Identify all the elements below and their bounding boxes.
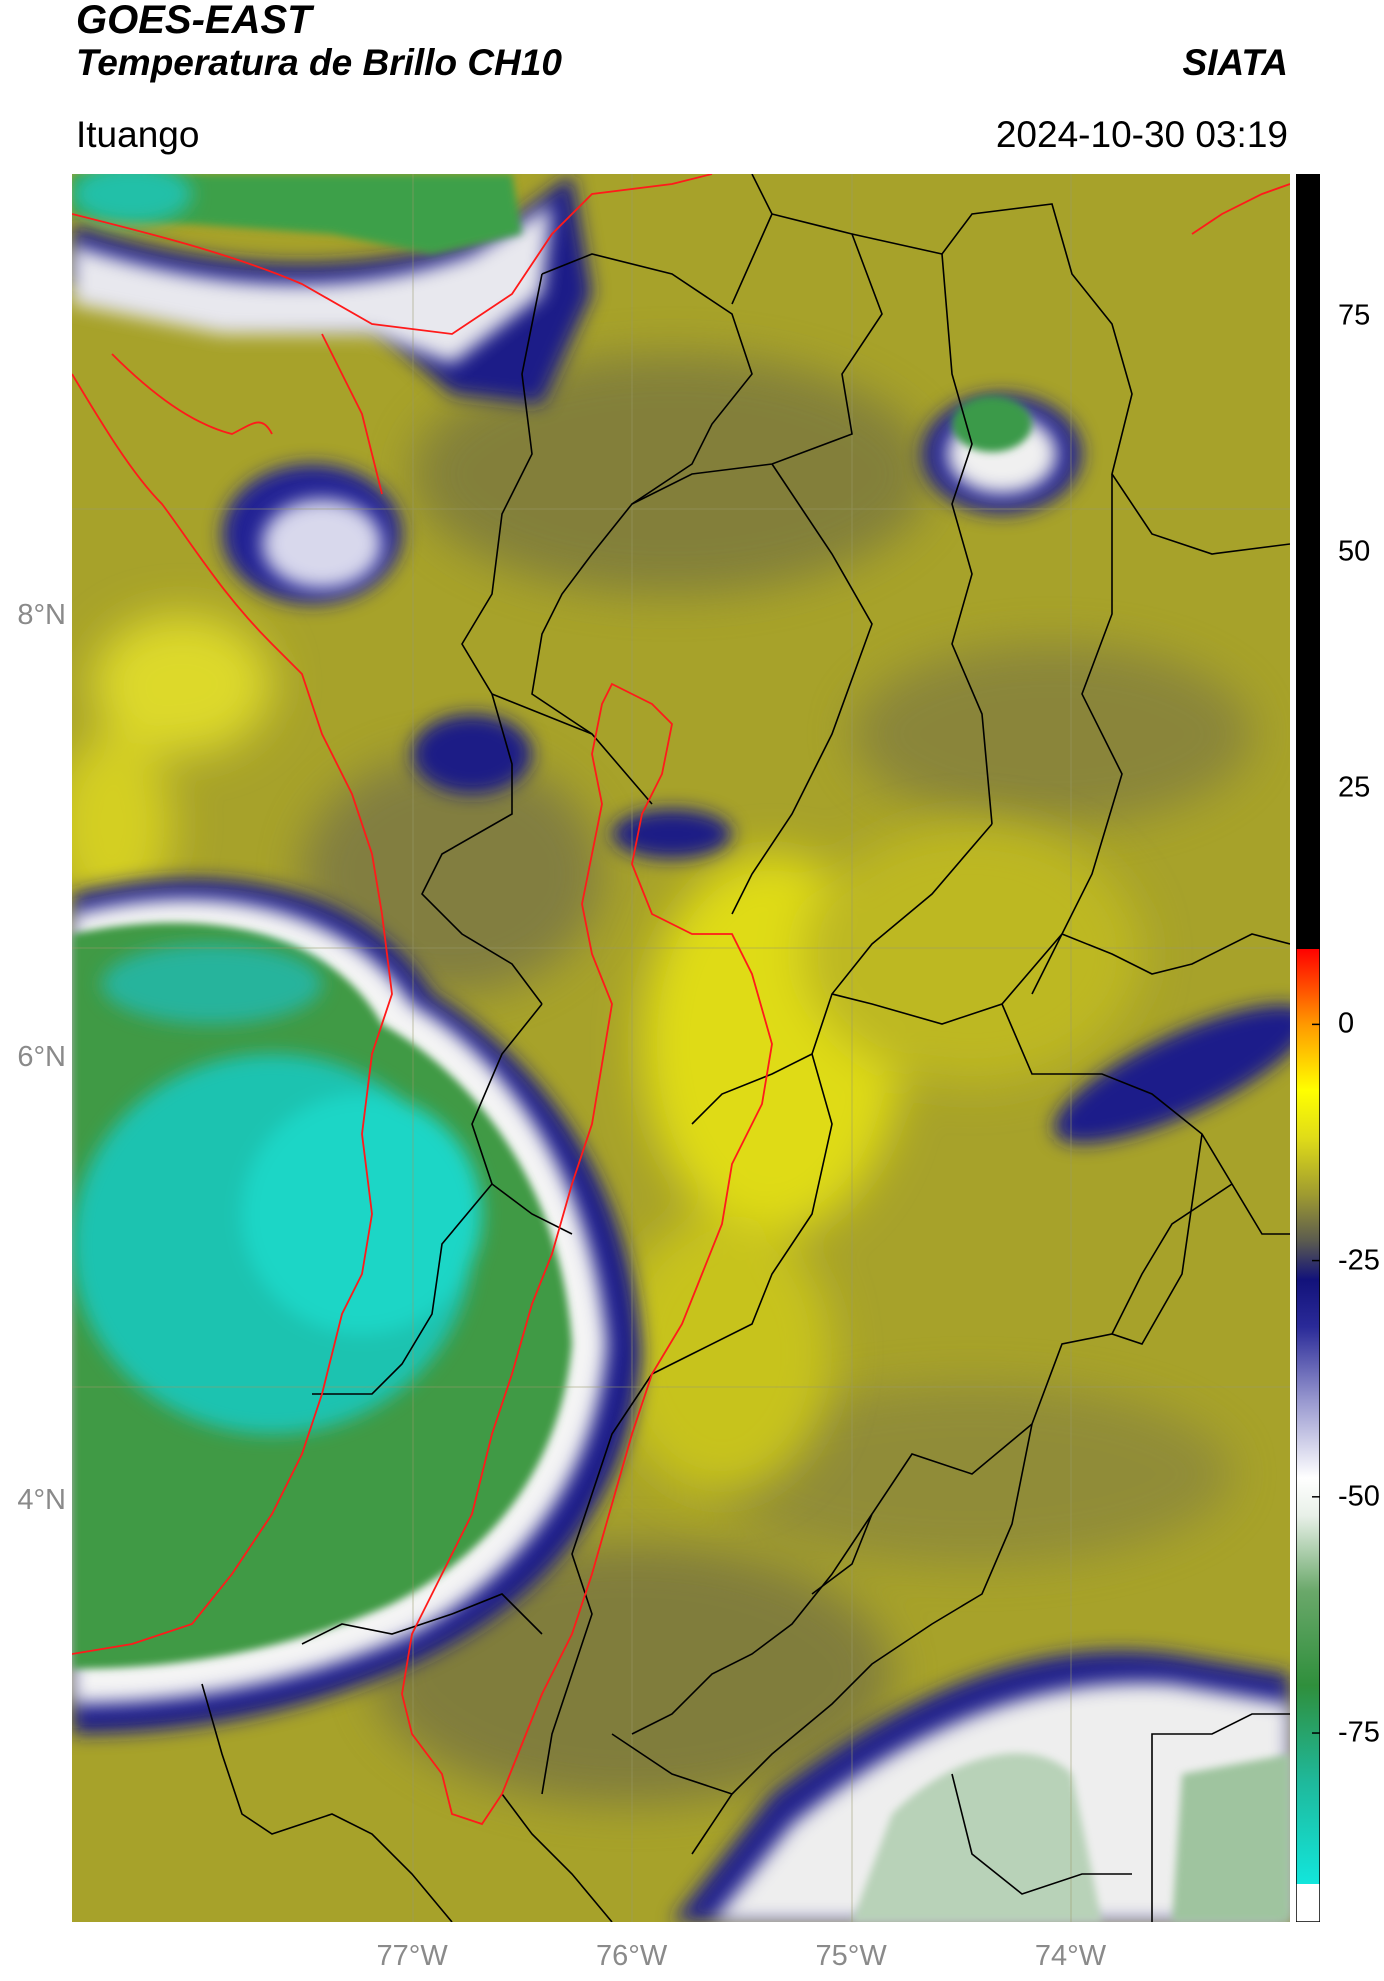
colorbar xyxy=(1296,174,1320,1922)
satellite-title: GOES-EAST xyxy=(76,0,312,42)
coastline-and-basin xyxy=(72,174,1290,1826)
lat-tick-label: 4°N xyxy=(17,1483,66,1516)
gridlines xyxy=(72,174,1290,1922)
colorbar-tick-label: -25 xyxy=(1338,1244,1380,1277)
lon-tick-label: 74°W xyxy=(1034,1940,1107,1972)
colorbar-tick-label: 25 xyxy=(1338,771,1371,804)
product-title: Temperatura de Brillo CH10 xyxy=(76,42,562,83)
temperature-field xyxy=(72,174,1290,1922)
colorbar-tick-label: 0 xyxy=(1338,1007,1355,1040)
lon-tick-label: 76°W xyxy=(595,1940,668,1972)
colorbar-tick-label: 75 xyxy=(1338,299,1371,332)
lon-tick-label: 77°W xyxy=(376,1940,448,1972)
agency-label: SIATA xyxy=(1182,42,1288,83)
datetime-label: 2024-10-30 03:19 xyxy=(995,114,1288,155)
colorbar-tick-label: -50 xyxy=(1338,1480,1380,1513)
lon-tick-label: 75°W xyxy=(815,1940,887,1972)
lat-tick-label: 8°N xyxy=(17,598,66,631)
brightness-temperature-map xyxy=(72,174,1290,1922)
colorbar-tick-label: 50 xyxy=(1338,535,1371,568)
department-boundaries xyxy=(201,174,1290,1922)
location-label: Ituango xyxy=(76,114,200,155)
colorbar-tick-label: -75 xyxy=(1338,1716,1380,1749)
lat-tick-label: 6°N xyxy=(17,1041,66,1074)
